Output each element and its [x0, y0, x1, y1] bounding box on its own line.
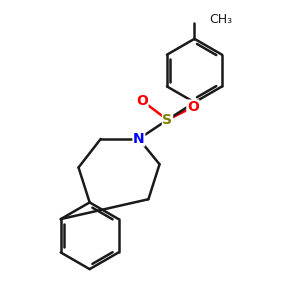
- Text: O: O: [136, 94, 148, 108]
- Text: N: N: [133, 132, 145, 146]
- Text: CH₃: CH₃: [209, 13, 232, 26]
- Text: O: O: [187, 100, 199, 114]
- Text: S: S: [163, 113, 172, 127]
